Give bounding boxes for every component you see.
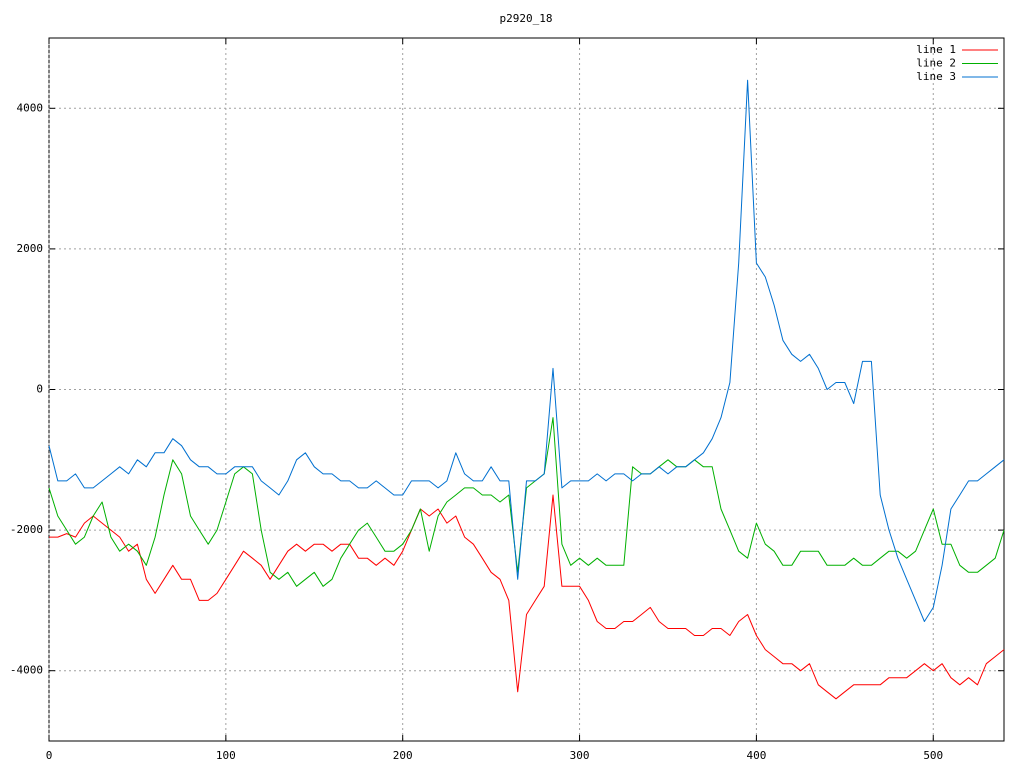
- x-tick-label: 400: [746, 749, 766, 762]
- chart-title: p2920_18: [500, 12, 553, 25]
- y-tick-label: -4000: [10, 664, 43, 677]
- y-tick-label: 0: [36, 383, 43, 396]
- x-tick-label: 100: [216, 749, 236, 762]
- data-line: [49, 494, 1005, 700]
- data-line: [48, 79, 1005, 622]
- x-tick-label: 200: [393, 749, 413, 762]
- x-tick-label: 500: [923, 749, 943, 762]
- y-tick-label: -2000: [10, 523, 43, 536]
- x-tick-label: 0: [46, 749, 53, 762]
- legend-label: line 2: [916, 57, 956, 70]
- y-tick-label: 2000: [17, 242, 44, 255]
- y-tick-label: 4000: [17, 101, 44, 114]
- legend-label: line 3: [916, 70, 956, 83]
- legend-label: line 1: [916, 43, 956, 56]
- x-tick-label: 300: [570, 749, 590, 762]
- data-line: [48, 417, 1005, 587]
